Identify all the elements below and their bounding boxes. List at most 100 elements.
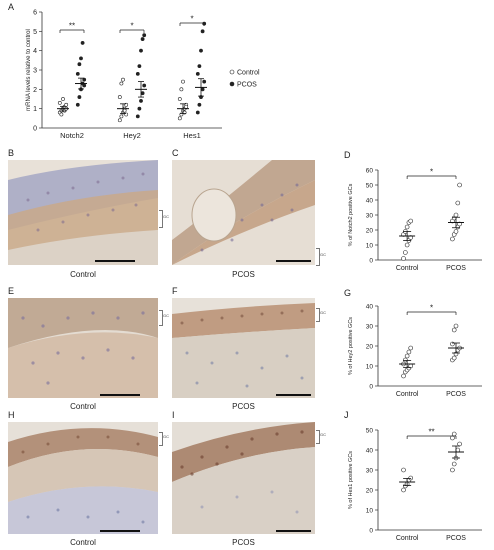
data-point [122,108,127,113]
y-tick-label: 20 [366,344,374,351]
y-tick-label-a: 3 [33,68,37,75]
data-point [195,71,200,76]
significance-label: ** [428,428,434,437]
data-point [451,355,457,361]
y-tick-label: 10 [366,364,374,371]
data-point [61,97,65,101]
data-point [82,83,87,88]
data-point [197,64,202,69]
legend-label: Control [237,70,260,77]
caption-e: Control [70,402,96,411]
data-point [142,83,147,88]
data-point [451,461,457,467]
y-tick-label-a: 4 [33,48,37,55]
y-tick-label: 20 [366,228,374,235]
data-point [406,349,412,355]
data-point [75,102,80,107]
x-tick-label: PCOS [446,265,466,272]
panel-label-a: A [8,2,15,12]
scale-bar-h [100,530,140,532]
x-tick-label: Control [396,391,419,398]
legend-label: PCOS [237,82,257,89]
chart-d: 0 10 20 30 40 50 60 % of Notch2 positive GCs Con… [348,168,482,272]
caption-b: Control [70,270,96,279]
significance-label: * [190,15,193,24]
caption-f: PCOS [232,402,255,411]
gc-bracket-b [159,210,163,228]
data-point [135,71,140,76]
panel-label-g: G [344,288,352,298]
gc-bracket-f [316,308,320,322]
micrograph-h [8,422,158,534]
data-point [137,106,142,111]
y-axis-label-a: mRNA levels relative to control [26,29,32,111]
data-point [404,353,410,359]
data-point [404,224,410,230]
data-point [450,435,455,441]
gc-label-h: GC [163,434,169,439]
y-tick-label: 40 [366,304,374,311]
data-point [453,323,459,329]
data-point [453,212,459,218]
data-point [64,102,69,107]
chart-g: 0 10 20 30 40 % of Hey2 positive GCs Control PC… [348,304,482,398]
data-point [140,91,145,96]
scale-bar-f [276,394,311,396]
y-tick-label: 0 [369,528,373,535]
x-tick-label: Control [396,535,419,542]
micrograph-c [172,160,315,265]
data-point [457,441,462,447]
y-tick-label: 50 [366,428,374,435]
gc-bracket-e [159,310,163,326]
data-point [75,71,80,76]
gc-bracket-i [316,430,320,444]
data-point [79,56,83,61]
data-point [453,229,459,234]
data-point [450,236,455,242]
chart-a: 0 1 2 3 4 5 6 mRNA levels relative to control No… [26,10,260,141]
data-point [181,79,185,84]
data-point [57,100,62,105]
micrograph-b [8,160,158,265]
y-tick-label: 40 [366,448,374,455]
y-axis-label: % of Notch2 positive GCs [348,183,354,246]
caption-c: PCOS [232,270,255,279]
data-point [199,48,203,53]
data-point [401,467,406,473]
data-point [200,87,205,92]
scale-bar-b [95,260,135,262]
y-tick-label-a: 0 [33,126,37,133]
data-point [117,118,122,123]
data-point [450,467,455,473]
legend-marker [229,81,235,87]
y-tick-label: 30 [366,324,374,331]
data-point [139,99,143,103]
x-tick-label-a: Notch2 [60,131,84,140]
data-point [197,102,202,107]
data-point [408,218,414,224]
data-point [184,104,189,109]
micrograph-e [8,298,158,398]
gc-label-c: GC [320,252,326,257]
data-point [408,345,414,351]
y-axis-label: % of Hey2 positive GCs [348,317,354,375]
data-point [119,81,124,86]
scale-bar-e [100,394,140,396]
data-point [401,256,406,261]
y-tick-label: 10 [366,243,374,250]
panel-label-b: B [8,148,15,158]
x-tick-label: PCOS [446,391,466,398]
y-tick-label: 30 [366,213,374,220]
micrograph-i [172,422,315,534]
data-point [140,37,145,41]
data-point [455,200,461,206]
y-tick-label: 10 [366,508,374,515]
y-tick-label: 40 [366,198,374,205]
data-point [451,431,457,437]
data-point [137,64,142,69]
x-tick-label-a: Hes1 [183,131,201,140]
data-point [77,62,82,67]
panel-label-f: F [172,286,178,296]
legend-marker [229,69,235,75]
y-tick-label: 60 [366,168,374,175]
